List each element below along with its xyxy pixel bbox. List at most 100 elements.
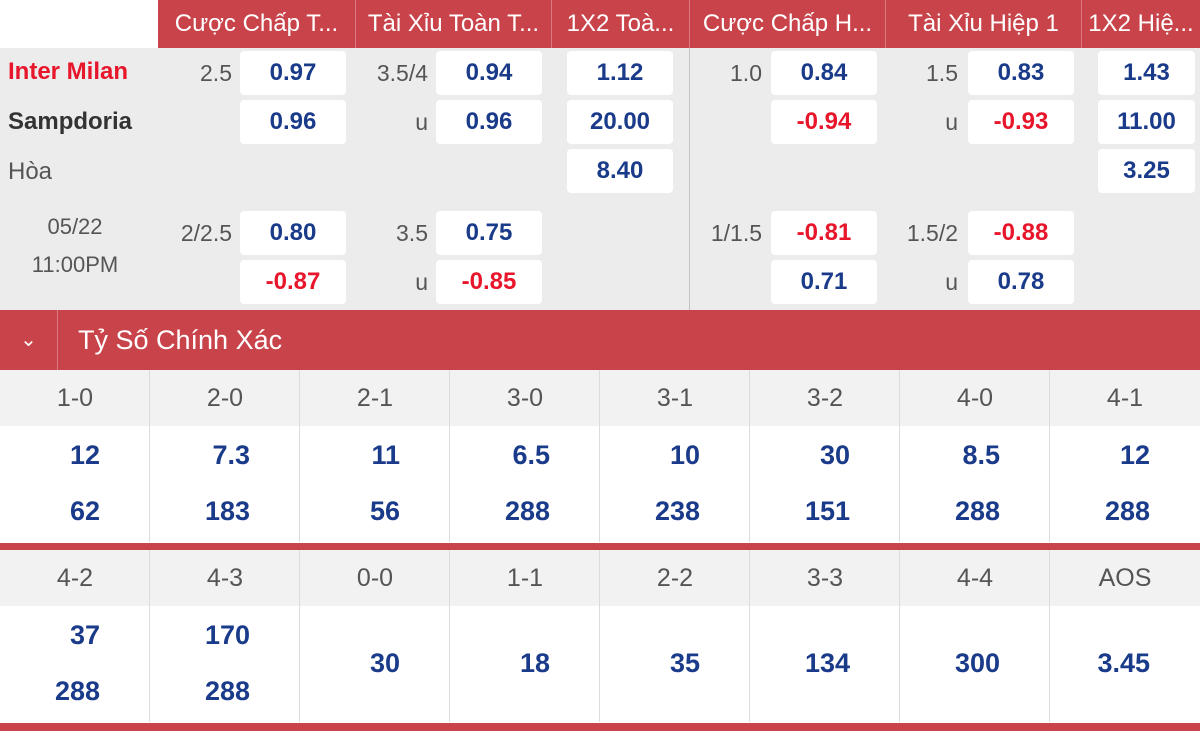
ft-handicap-home-odds[interactable]: 0.97 bbox=[240, 51, 346, 95]
correct-score-title: Tỷ Số Chính Xác bbox=[78, 325, 283, 355]
header-blank bbox=[0, 0, 158, 48]
score-odds[interactable]: 35 bbox=[669, 648, 700, 678]
score-label: 2-1 bbox=[356, 384, 394, 412]
score-odds-a[interactable]: 8.5 bbox=[962, 440, 1000, 470]
score-cell[interactable]: 3-3 134 bbox=[750, 550, 900, 722]
score-label: 3-3 bbox=[806, 564, 844, 592]
h1-handicap-home-odds-2[interactable]: -0.81 bbox=[771, 211, 877, 255]
score-odds-b[interactable]: 288 bbox=[954, 496, 1000, 526]
score-cell[interactable]: 4-3 170 288 bbox=[150, 550, 300, 722]
grid-head bbox=[0, 370, 1200, 426]
h1-1x2-draw-odds[interactable]: 3.25 bbox=[1098, 149, 1195, 193]
score-odds-b[interactable]: 288 bbox=[54, 676, 100, 706]
score-odds-b[interactable]: 62 bbox=[69, 496, 100, 526]
score-cell[interactable]: 3-2 30 151 bbox=[750, 370, 900, 542]
score-label: 1-1 bbox=[506, 564, 544, 592]
score-cell[interactable]: 2-1 11 56 bbox=[300, 370, 450, 542]
score-label: 2-0 bbox=[206, 384, 244, 412]
home-team-name: Inter Milan bbox=[8, 58, 129, 85]
ft-1x2-draw-odds[interactable]: 8.40 bbox=[567, 149, 673, 193]
score-label: 3-0 bbox=[506, 384, 544, 412]
h1-handicap-home-odds[interactable]: 0.84 bbox=[771, 51, 877, 95]
correct-score-header[interactable]: ⌄ Tỷ Số Chính Xác bbox=[0, 310, 1200, 370]
score-odds-a[interactable]: 7.3 bbox=[212, 440, 250, 470]
header-ft-over-under[interactable]: Tài Xỉu Toàn T... bbox=[356, 0, 552, 48]
score-label: 4-2 bbox=[56, 564, 94, 592]
score-odds-a[interactable]: 170 bbox=[204, 620, 250, 650]
h1-ou-line-2: 1.5/2 bbox=[906, 220, 958, 246]
score-cell[interactable]: 1-0 12 62 bbox=[0, 370, 150, 542]
score-odds-a[interactable]: 30 bbox=[819, 440, 850, 470]
ft-handicap-home-odds-2[interactable]: 0.80 bbox=[240, 211, 346, 255]
ft-ou-line-2: 3.5 bbox=[396, 220, 428, 246]
score-label: 4-0 bbox=[956, 384, 994, 412]
score-odds[interactable]: 300 bbox=[954, 648, 1000, 678]
h1-ou-over-odds-2[interactable]: -0.88 bbox=[968, 211, 1074, 255]
score-cell[interactable]: 0-0 30 bbox=[300, 550, 450, 722]
away-team-name: Sampdoria bbox=[8, 108, 133, 135]
score-odds-a[interactable]: 12 bbox=[1119, 440, 1150, 470]
h1-handicap-away-odds[interactable]: -0.94 bbox=[771, 100, 877, 144]
ft-1x2-home-odds[interactable]: 1.12 bbox=[567, 51, 673, 95]
correct-score-grid-1: 1-0 12 62 2-0 7.3 183 2-1 11 56 3-0 6.5 … bbox=[0, 370, 1200, 542]
score-cell[interactable]: 4-2 37 288 bbox=[0, 550, 150, 722]
match-date: 05/22 bbox=[47, 214, 103, 239]
h1-1x2-home-odds[interactable]: 1.43 bbox=[1098, 51, 1195, 95]
h1-handicap-away-odds-2[interactable]: 0.71 bbox=[771, 260, 877, 304]
h1-ou-under-odds-2[interactable]: 0.78 bbox=[968, 260, 1074, 304]
ft-handicap-away-odds-2[interactable]: -0.87 bbox=[240, 260, 346, 304]
score-odds-b[interactable]: 288 bbox=[504, 496, 550, 526]
ft-ou-over-odds-2[interactable]: 0.75 bbox=[436, 211, 542, 255]
score-cell[interactable]: 3-1 10 238 bbox=[600, 370, 750, 542]
h1-1x2-away-odds[interactable]: 11.00 bbox=[1098, 100, 1195, 144]
ft-handicap-away-odds[interactable]: 0.96 bbox=[240, 100, 346, 144]
odds-panel: Cược Chấp T... Tài Xỉu Toàn T... 1X2 Toà… bbox=[0, 0, 1200, 310]
score-cell[interactable]: 3-0 6.5 288 bbox=[450, 370, 600, 542]
score-odds-a[interactable]: 10 bbox=[669, 440, 700, 470]
score-odds-a[interactable]: 6.5 bbox=[512, 440, 550, 470]
h1-ou-under-odds[interactable]: -0.93 bbox=[968, 100, 1074, 144]
h1-handicap-line-2: 1/1.5 bbox=[710, 220, 762, 246]
score-odds-b[interactable]: 288 bbox=[204, 676, 250, 706]
chevron-down-icon[interactable]: ⌄ bbox=[0, 310, 58, 370]
score-odds[interactable]: 30 bbox=[369, 648, 400, 678]
score-label: 2-2 bbox=[656, 564, 694, 592]
ft-ou-under-label: u bbox=[415, 109, 428, 135]
score-cell[interactable]: 1-1 18 bbox=[450, 550, 600, 722]
score-odds-b[interactable]: 151 bbox=[804, 496, 850, 526]
header-h1-handicap[interactable]: Cược Chấp H... bbox=[690, 0, 886, 48]
score-label: AOS bbox=[1098, 564, 1152, 592]
score-label: 4-3 bbox=[206, 564, 244, 592]
correct-score-grid-2: 4-2 37 288 4-3 170 288 0-0 30 1-1 18 2-2… bbox=[0, 550, 1200, 722]
score-label: 4-1 bbox=[1106, 384, 1144, 412]
ft-1x2-away-odds[interactable]: 20.00 bbox=[567, 100, 673, 144]
score-odds-b[interactable]: 56 bbox=[369, 496, 400, 526]
score-cell[interactable]: 2-2 35 bbox=[600, 550, 750, 722]
score-cell[interactable]: 4-1 12 288 bbox=[1050, 370, 1200, 542]
score-odds-a[interactable]: 12 bbox=[69, 440, 100, 470]
grid-bottom-line bbox=[0, 723, 1200, 731]
grid-body bbox=[0, 426, 1200, 542]
score-odds-b[interactable]: 238 bbox=[654, 496, 700, 526]
score-odds[interactable]: 18 bbox=[519, 648, 550, 678]
ft-ou-under-odds[interactable]: 0.96 bbox=[436, 100, 542, 144]
score-cell[interactable]: 4-0 8.5 288 bbox=[900, 370, 1050, 542]
ft-ou-over-odds[interactable]: 0.94 bbox=[436, 51, 542, 95]
score-odds[interactable]: 3.45 bbox=[1097, 648, 1150, 678]
score-odds[interactable]: 134 bbox=[804, 648, 850, 678]
score-odds-b[interactable]: 183 bbox=[204, 496, 250, 526]
ft-ou-under-odds-2[interactable]: -0.85 bbox=[436, 260, 542, 304]
header-ft-handicap[interactable]: Cược Chấp T... bbox=[158, 0, 356, 48]
score-odds-a[interactable]: 37 bbox=[69, 620, 100, 650]
header-h1-1x2[interactable]: 1X2 Hiệ... bbox=[1088, 10, 1194, 37]
score-odds-b[interactable]: 288 bbox=[1104, 496, 1150, 526]
header-ft-1x2[interactable]: 1X2 Toà... bbox=[552, 0, 690, 48]
header-h1-over-under[interactable]: Tài Xỉu Hiệp 1 bbox=[886, 0, 1082, 48]
score-odds-a[interactable]: 11 bbox=[371, 440, 400, 470]
score-label: 3-1 bbox=[656, 384, 694, 412]
score-cell[interactable]: 4-4 300 bbox=[900, 550, 1050, 722]
score-cell[interactable]: AOS 3.45 bbox=[1050, 550, 1200, 722]
grid-head bbox=[0, 550, 1200, 606]
score-cell[interactable]: 2-0 7.3 183 bbox=[150, 370, 300, 542]
h1-ou-over-odds[interactable]: 0.83 bbox=[968, 51, 1074, 95]
